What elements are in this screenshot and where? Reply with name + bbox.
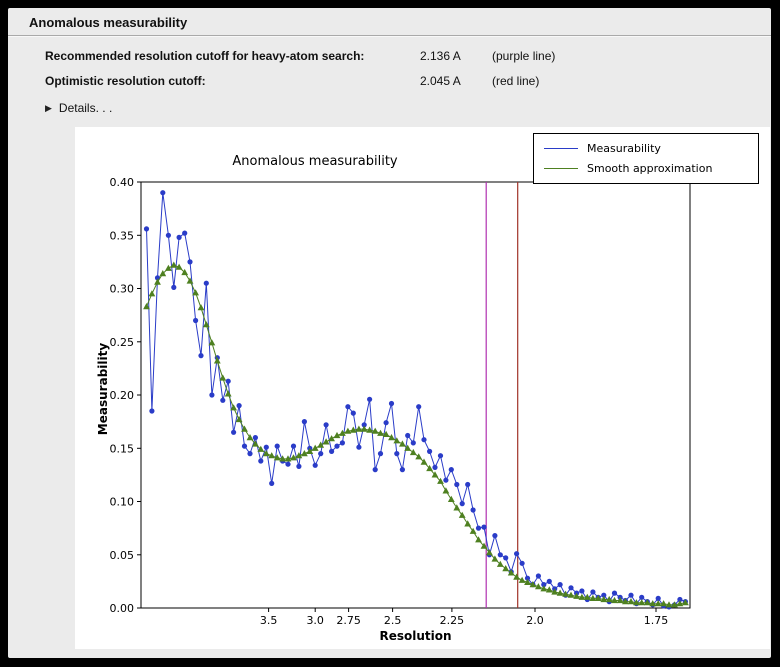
legend-entry-measurability: Measurability xyxy=(544,142,748,155)
panel-anomalous-measurability: Anomalous measurability Recommended reso… xyxy=(8,8,771,658)
svg-text:3.0: 3.0 xyxy=(306,614,324,627)
legend-label-smooth-approximation: Smooth approximation xyxy=(587,162,713,175)
svg-text:2.0: 2.0 xyxy=(526,614,544,627)
optimistic-cutoff-note: (red line) xyxy=(492,74,540,88)
svg-text:2.25: 2.25 xyxy=(440,614,465,627)
svg-text:0.15: 0.15 xyxy=(110,442,135,455)
chart-legend: Measurability Smooth approximation xyxy=(533,133,759,184)
svg-text:0.05: 0.05 xyxy=(110,549,135,562)
x-axis-label: Resolution xyxy=(379,629,452,643)
recommended-cutoff-value: 2.136 A xyxy=(420,49,461,63)
svg-text:0.30: 0.30 xyxy=(110,283,135,296)
details-disclosure[interactable]: ▶ Details. . . xyxy=(45,101,112,115)
chart-title: Anomalous measurability xyxy=(232,154,398,169)
title-separator xyxy=(8,35,771,37)
svg-text:2.75: 2.75 xyxy=(336,614,361,627)
optimistic-cutoff-value: 2.045 A xyxy=(420,74,461,88)
svg-text:0.40: 0.40 xyxy=(110,176,135,189)
svg-text:0.00: 0.00 xyxy=(110,602,135,615)
smooth-approximation-line-swatch xyxy=(544,168,578,169)
svg-text:0.10: 0.10 xyxy=(110,496,135,509)
chart-canvas: 3.5 3.0 2.75 2.5 2.25 2.0 1.75 0.00 0.05 0.10 0.15… xyxy=(110,176,691,627)
recommended-cutoff-label: Recommended resolution cutoff for heavy-… xyxy=(45,49,365,63)
legend-label-measurability: Measurability xyxy=(587,142,661,155)
page-title: Anomalous measurability xyxy=(29,15,188,30)
measurability-line-swatch xyxy=(544,148,578,149)
svg-text:1.75: 1.75 xyxy=(644,614,669,627)
disclosure-triangle-icon: ▶ xyxy=(45,102,52,113)
svg-text:2.5: 2.5 xyxy=(384,614,402,627)
svg-text:0.25: 0.25 xyxy=(110,336,135,349)
chart-figure: Anomalous measurability Measurability Re… xyxy=(75,127,770,649)
recommended-cutoff-note: (purple line) xyxy=(492,49,556,63)
svg-text:0.35: 0.35 xyxy=(110,229,135,242)
details-label: Details. . . xyxy=(58,101,113,115)
svg-text:0.20: 0.20 xyxy=(110,389,135,402)
svg-text:3.5: 3.5 xyxy=(260,614,278,627)
optimistic-cutoff-label: Optimistic resolution cutoff: xyxy=(45,74,206,88)
legend-entry-smooth-approximation: Smooth approximation xyxy=(544,162,748,175)
